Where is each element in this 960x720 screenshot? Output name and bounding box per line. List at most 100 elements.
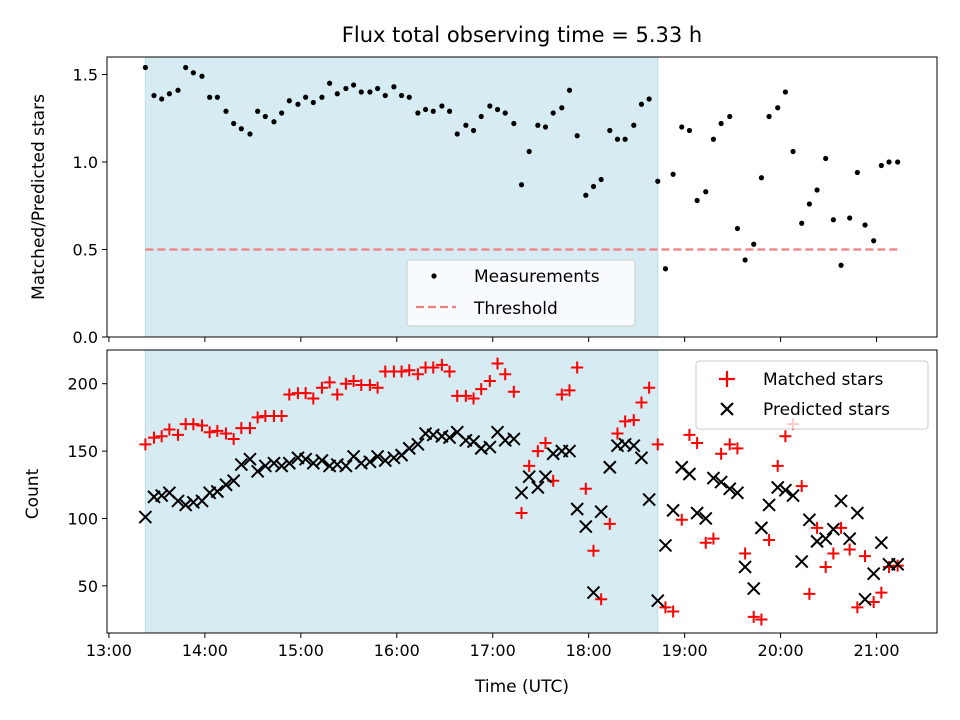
- predicted-star-point: [634, 451, 649, 465]
- matched-star-point: [771, 459, 784, 472]
- predicted-star-point: [723, 482, 737, 496]
- predicted-star-point: [627, 438, 641, 453]
- measurement-point: [238, 126, 244, 132]
- measurement-point: [686, 127, 693, 134]
- predicted-star-point: [842, 531, 857, 546]
- matched-star-point: [571, 361, 584, 374]
- matched-star-point: [595, 593, 608, 606]
- measurement-point: [703, 189, 709, 195]
- measurement-point: [871, 238, 877, 244]
- matched-star-point: [315, 381, 328, 394]
- predicted-star-point: [282, 456, 297, 470]
- measurement-point: [878, 162, 884, 169]
- ratio-legend: Measurements Threshold: [406, 259, 636, 327]
- matched-star-point: [139, 438, 152, 451]
- measurement-point: [279, 110, 285, 116]
- matched-star-point: [603, 517, 616, 530]
- predicted-star-point: [858, 592, 872, 607]
- matched-star-point: [427, 361, 440, 374]
- ratio-panel: Flux total observing time = 5.33 h Match…: [29, 23, 938, 347]
- matched-star-point: [643, 381, 656, 394]
- measurement-point: [535, 122, 541, 128]
- predicted-star-point: [594, 505, 608, 519]
- predicted-star-point: [826, 522, 841, 536]
- measurement-point: [415, 110, 421, 116]
- measurement-point: [374, 85, 381, 92]
- ratio-series-0: [142, 64, 901, 272]
- predicted-star-point: [306, 456, 321, 470]
- matched-star-point: [819, 560, 832, 573]
- matched-star-point: [555, 388, 568, 401]
- predicted-star-point: [762, 498, 776, 512]
- predicted-star-point: [171, 494, 185, 508]
- predicted-star-point: [507, 432, 521, 446]
- measurement-point: [398, 92, 405, 99]
- matched-star-point: [307, 392, 320, 405]
- measurement-point: [679, 124, 685, 130]
- predicted-star-point: [658, 538, 673, 553]
- measurement-point: [646, 96, 652, 102]
- predicted-star-point: [747, 581, 761, 596]
- legend-matched-label: Matched stars: [763, 370, 883, 390]
- measurement-point: [406, 94, 412, 100]
- predicted-star-point: [730, 486, 745, 500]
- predicted-star-point: [786, 488, 800, 503]
- measurement-point: [286, 98, 292, 104]
- predicted-star-point: [690, 506, 704, 520]
- measurement-point: [607, 127, 613, 134]
- ratio-y-tick-label: 0.5: [73, 241, 98, 260]
- matched-star-point: [339, 377, 352, 390]
- measurement-point: [830, 217, 836, 223]
- matched-star-point: [651, 438, 664, 451]
- measurement-point: [622, 136, 628, 142]
- predicted-star-point: [219, 478, 233, 492]
- predicted-star-point: [250, 464, 265, 478]
- matched-star-point: [859, 550, 872, 563]
- legend-measurements-marker: [431, 273, 437, 279]
- matched-star-point: [243, 422, 256, 435]
- matched-star-point: [875, 586, 888, 599]
- matched-star-point: [675, 513, 688, 526]
- predicted-star-point: [714, 475, 728, 489]
- count-axes-frame: [106, 349, 938, 634]
- predicted-star-point: [274, 459, 289, 473]
- matched-star-point: [867, 596, 880, 609]
- ratio-y-axis-label: Matched/Predicted stars: [29, 94, 49, 300]
- measurement-point: [814, 187, 820, 193]
- predicted-star-point: [802, 513, 817, 527]
- predicted-star-point: [442, 430, 457, 445]
- measurement-point: [214, 94, 220, 100]
- matched-star-point: [203, 426, 216, 439]
- measurement-point: [207, 94, 213, 100]
- matched-star-point: [299, 387, 312, 400]
- predicted-star-point: [154, 488, 169, 503]
- x-tick-label: 19:00: [662, 641, 708, 660]
- ratio-y-tick-label: 1.5: [73, 66, 98, 85]
- predicted-star-point: [339, 459, 353, 473]
- measurement-point: [758, 175, 765, 181]
- predicted-star-point: [538, 469, 553, 484]
- measurement-point: [511, 120, 517, 127]
- predicted-star-point: [570, 502, 584, 516]
- measurement-point: [303, 94, 309, 100]
- measurement-point: [655, 178, 661, 184]
- legend-threshold-label: Threshold: [473, 299, 558, 319]
- matched-star-point: [475, 383, 488, 396]
- measurement-point: [862, 222, 868, 228]
- measurement-point: [550, 110, 556, 116]
- matched-star-point: [403, 364, 416, 377]
- measurement-point: [574, 133, 580, 139]
- measurement-point: [382, 92, 388, 99]
- matched-star-point: [691, 436, 704, 449]
- matched-star-point: [323, 376, 336, 389]
- matched-star-point: [563, 384, 576, 397]
- matched-star-point: [539, 436, 552, 449]
- measurement-point: [327, 80, 333, 86]
- matched-star-point: [219, 427, 232, 440]
- predicted-star-point: [850, 506, 865, 520]
- ratio-legend-box: [406, 259, 636, 327]
- count-y-tick-label: 50: [78, 577, 98, 596]
- matched-star-point: [715, 447, 728, 460]
- matched-star-point: [459, 389, 472, 402]
- predicted-star-point: [483, 440, 497, 454]
